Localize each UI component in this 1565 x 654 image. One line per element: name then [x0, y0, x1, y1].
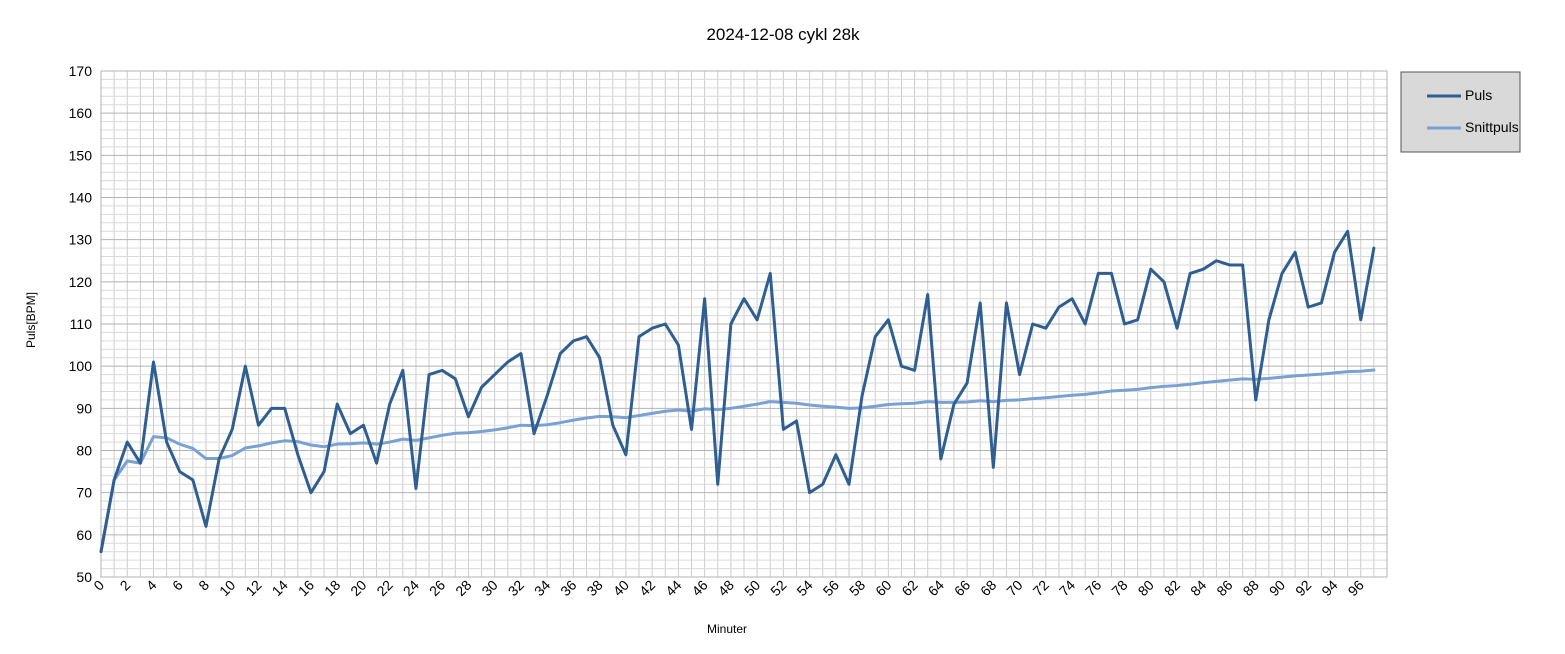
x-tick-label: 92	[1292, 577, 1314, 599]
x-tick-label: 48	[715, 577, 737, 599]
x-tick-label: 12	[242, 577, 264, 599]
x-tick-label: 4	[143, 577, 160, 594]
legend-box	[1400, 71, 1521, 153]
x-tick-label: 18	[321, 577, 343, 599]
x-tick-label: 14	[269, 577, 291, 599]
x-tick-label: 24	[400, 577, 422, 599]
x-tick-label: 58	[846, 577, 868, 599]
y-tick-label: 100	[69, 358, 93, 374]
x-tick-label: 50	[741, 577, 763, 599]
x-tick-label: 64	[925, 577, 947, 599]
legend-label-puls: Puls	[1465, 87, 1492, 103]
x-tick-label: 60	[872, 577, 894, 599]
x-tick-label: 76	[1082, 577, 1104, 599]
series-line-puls	[99, 229, 1376, 554]
y-tick-label: 140	[69, 190, 93, 206]
x-tick-label: 40	[610, 577, 632, 599]
x-tick-label: 72	[1030, 577, 1052, 599]
x-tick-label: 52	[767, 577, 789, 599]
x-tick-label: 42	[636, 577, 658, 599]
y-tick-label: 160	[69, 105, 93, 121]
x-tick-label: 66	[951, 577, 973, 599]
x-tick-label: 82	[1161, 577, 1183, 599]
y-tick-label: 150	[69, 147, 93, 163]
x-tick-label: 38	[583, 577, 605, 599]
x-tick-label: 26	[426, 577, 448, 599]
x-tick-label: 74	[1056, 577, 1078, 599]
x-tick-label: 28	[452, 577, 474, 599]
y-tick-label: 50	[76, 569, 92, 585]
x-tick-label: 8	[195, 577, 212, 594]
x-tick-label: 20	[347, 577, 369, 599]
x-tick-label: 2	[117, 577, 134, 594]
x-tick-label: 36	[557, 577, 579, 599]
x-axis-label: Minuter	[707, 622, 747, 636]
x-tick-label: 34	[531, 577, 553, 599]
x-tick-label: 90	[1266, 577, 1288, 599]
grid	[100, 70, 1388, 578]
plot-border	[100, 70, 1388, 578]
y-tick-label: 70	[76, 485, 92, 501]
x-tick-label: 6	[169, 577, 186, 594]
series-line-snittpuls	[99, 368, 1376, 554]
y-tick-label: 110	[70, 316, 93, 332]
x-tick-label: 78	[1108, 577, 1130, 599]
x-tick-label: 70	[1003, 577, 1025, 599]
x-tick-label: 46	[688, 577, 710, 599]
x-tick-label: 86	[1213, 577, 1235, 599]
x-tick-label: 22	[373, 577, 395, 599]
chart-title: 2024-12-08 cykl 28k	[706, 25, 860, 44]
y-tick-label: 80	[76, 443, 92, 459]
x-tick-labels: 0 2 4 6 8 10 12 14 16 18 20 22 24 26 28 30 32 34 36 38 40 42 4…	[90, 577, 1367, 599]
x-tick-label: 68	[977, 577, 999, 599]
x-tick-label: 62	[898, 577, 920, 599]
x-tick-label: 0	[90, 577, 107, 594]
y-tick-label: 130	[69, 232, 93, 248]
legend-label-snittpuls: Snittpuls	[1465, 119, 1519, 135]
x-tick-label: 44	[662, 577, 684, 599]
series-group	[99, 229, 1376, 554]
x-tick-label: 10	[216, 577, 238, 599]
y-tick-label: 120	[69, 274, 93, 290]
x-tick-label: 80	[1135, 577, 1157, 599]
x-tick-label: 30	[478, 577, 500, 599]
y-tick-label: 90	[76, 400, 92, 416]
x-tick-label: 84	[1187, 577, 1209, 599]
legend: Puls Snittpuls	[1400, 71, 1521, 153]
y-tick-labels: 50 60 70 80 90 100 110 120 130 140 150 160 170	[69, 63, 93, 585]
x-tick-label: 94	[1318, 577, 1340, 599]
x-tick-label: 96	[1345, 577, 1367, 599]
x-tick-label: 16	[295, 577, 317, 599]
x-tick-label: 32	[505, 577, 527, 599]
y-tick-label: 60	[76, 527, 92, 543]
x-tick-label: 56	[820, 577, 842, 599]
x-tick-label: 54	[793, 577, 815, 599]
y-tick-label: 170	[69, 63, 93, 79]
y-axis-label: Puls[BPM]	[24, 292, 38, 348]
x-tick-label: 88	[1240, 577, 1262, 599]
